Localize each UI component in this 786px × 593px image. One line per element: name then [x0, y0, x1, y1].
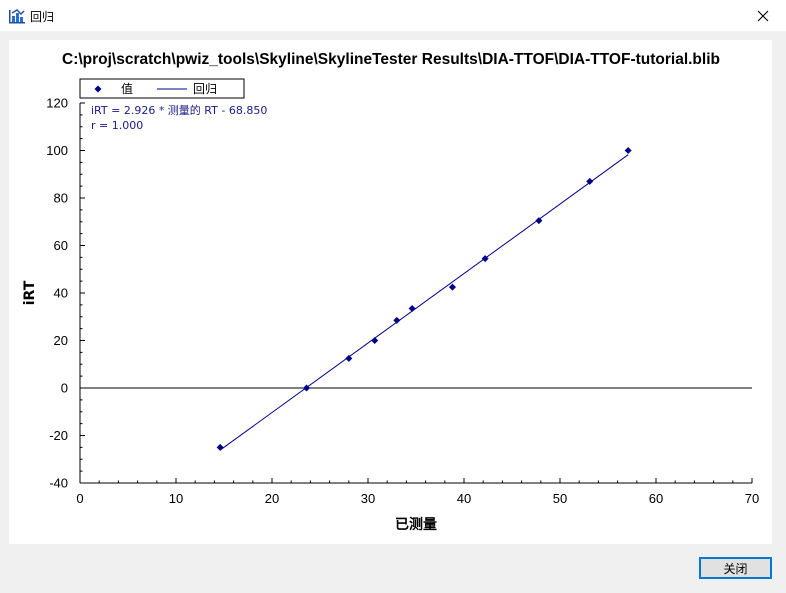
- chart-title: C:\proj\scratch\pwiz_tools\Skyline\Skyli…: [62, 51, 720, 68]
- x-tick-label: 10: [169, 491, 183, 506]
- window-title: 回归: [30, 10, 55, 24]
- data-point: [216, 443, 224, 451]
- regression-chart: C:\proj\scratch\pwiz_tools\Skyline\Skyli…: [22, 51, 759, 533]
- data-point: [624, 147, 632, 154]
- legend-label-values: 值: [121, 81, 133, 96]
- window-close-button[interactable]: [740, 0, 786, 31]
- y-tick-label: 100: [46, 143, 68, 158]
- legend: 值 回归: [79, 78, 245, 99]
- x-tick-label: 30: [361, 491, 375, 506]
- x-tick-label: 40: [457, 491, 471, 506]
- plot-panel: C:\proj\scratch\pwiz_tools\Skyline\Skyli…: [9, 40, 772, 544]
- data-point: [586, 177, 594, 185]
- close-button[interactable]: 关闭: [699, 557, 772, 579]
- legend-label-regression: 回归: [193, 82, 217, 96]
- data-point: [448, 283, 456, 291]
- regression-line: [219, 154, 629, 451]
- data-point: [408, 304, 416, 312]
- y-tick-label: 0: [61, 381, 68, 396]
- y-axis-title: iRT: [22, 280, 38, 305]
- x-tick-label: 20: [265, 491, 279, 506]
- x-tick-label: 50: [553, 491, 567, 506]
- y-tick-label: 60: [54, 238, 68, 253]
- regression-equation: iRT = 2.926 * 测量的 RT - 68.850: [91, 103, 267, 117]
- ticks: [79, 102, 753, 484]
- x-tick-label: 0: [76, 491, 83, 506]
- y-tick-label: 20: [54, 333, 68, 348]
- y-tick-label: 120: [46, 96, 68, 111]
- title-bar: 回归: [0, 0, 786, 31]
- regression-chart-icon: [9, 9, 25, 24]
- y-tick-label: 40: [54, 286, 68, 301]
- plot-area: [80, 147, 752, 451]
- data-point: [535, 217, 543, 225]
- data-point: [393, 316, 401, 324]
- x-tick-label: 60: [649, 491, 663, 506]
- tick-labels: 0 10 20 30 40 50 60 70 -40 -20 0 20 40 60 80 100 120: [46, 96, 759, 507]
- x-axis-title: 已测量: [395, 516, 437, 533]
- data-point: [371, 337, 379, 344]
- data-point: [481, 255, 489, 263]
- correlation-value: r = 1.000: [91, 119, 143, 132]
- data-point: [303, 384, 311, 392]
- x-tick-label: 70: [745, 491, 759, 506]
- axes: [79, 103, 752, 484]
- close-icon: [757, 10, 769, 21]
- y-tick-label: 80: [54, 191, 68, 206]
- data-point: [345, 354, 353, 362]
- y-tick-label: -40: [49, 476, 68, 491]
- legend-marker-values: [94, 85, 102, 93]
- y-tick-label: -20: [49, 428, 68, 443]
